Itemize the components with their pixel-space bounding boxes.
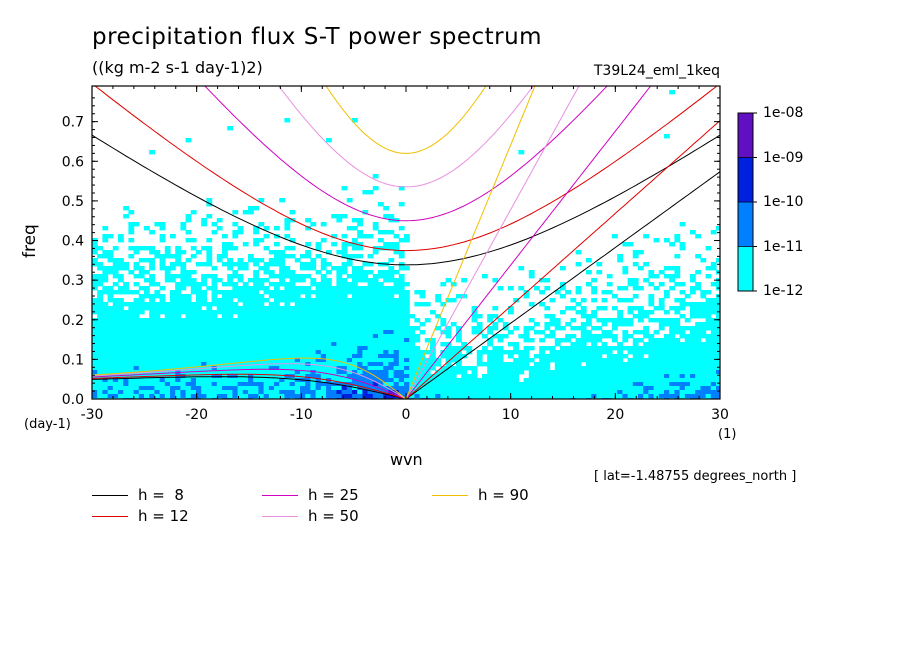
y-tick-label: 0.6 — [62, 154, 84, 170]
x-tick-label: 0 — [402, 407, 411, 423]
y-tick-label: 0.2 — [62, 313, 84, 329]
colorbar-label: 1e-11 — [763, 238, 804, 255]
colorbar-segment — [737, 201, 754, 247]
legend-label: h = 25 — [308, 486, 359, 504]
colorbar-label: 1e-12 — [763, 283, 804, 299]
y-tick-label: 0.4 — [62, 234, 84, 250]
legend-line — [92, 516, 128, 517]
x-tick-label: -10 — [290, 407, 313, 423]
y-tick-label: 0.0 — [62, 392, 84, 408]
colorbar-label: 1e-09 — [763, 149, 804, 166]
y-axis-unit: (day-1) — [24, 417, 71, 432]
legend-line — [262, 495, 298, 496]
x-tick-label: 30 — [711, 407, 729, 423]
legend-line — [262, 516, 298, 517]
colorbar-label: 1e-10 — [763, 194, 804, 210]
gravity-curve-h50 — [278, 86, 534, 188]
chart-title: precipitation flux S-T power spectrum — [92, 24, 543, 50]
rossby-curve-h90 — [92, 357, 407, 399]
heatmap-field — [92, 90, 720, 399]
x-axis-unit: (1) — [718, 427, 737, 442]
rossby-curve-h8 — [92, 376, 407, 399]
x-tick-label: -30 — [81, 407, 104, 423]
legend-label: h = 50 — [308, 507, 359, 525]
y-tick-label: 0.7 — [62, 115, 84, 131]
gravity-curve-h8 — [92, 134, 720, 266]
x-tick-label: -20 — [185, 407, 208, 423]
kelvin-curve-h8 — [405, 171, 720, 399]
latitude-note: [ lat=-1.48755 degrees_north ] — [594, 469, 797, 484]
y-tick-label: 0.3 — [62, 273, 84, 289]
rossby-curve-h12 — [92, 373, 407, 399]
kelvin-curve-h12 — [405, 120, 720, 399]
dispersion-curves — [92, 86, 720, 399]
x-tick-label: 20 — [606, 407, 624, 423]
legend-line — [92, 495, 128, 496]
rossby-curve-h50 — [92, 363, 407, 399]
colorbar-segment — [737, 246, 754, 292]
run-name: T39L24_eml_1keq — [593, 63, 720, 79]
colorbar-segment — [737, 112, 754, 158]
colorbar-label: 1e-08 — [763, 105, 804, 121]
legend-label: h = 90 — [478, 486, 529, 504]
rossby-curve-h25 — [92, 368, 407, 399]
kelvin-curve-h90 — [405, 86, 536, 399]
kelvin-curve-h50 — [405, 86, 580, 399]
legend-label: h = 12 — [138, 507, 189, 525]
colorbar-segment — [737, 157, 754, 203]
legend-line — [432, 495, 468, 496]
x-tick-label: 10 — [502, 407, 520, 423]
gravity-curve-h25 — [204, 86, 608, 222]
kelvin-curve-h25 — [405, 86, 652, 399]
legend-label: h = 8 — [138, 486, 184, 504]
y-tick-label: 0.1 — [62, 352, 84, 368]
chart-units: ((kg m-2 s-1 day-1)2) — [92, 58, 263, 77]
y-tick-label: 0.5 — [62, 194, 84, 210]
x-axis-label: wvn — [390, 450, 423, 469]
gravity-curve-h12 — [94, 86, 718, 252]
gravity-curve-h90 — [325, 86, 487, 154]
